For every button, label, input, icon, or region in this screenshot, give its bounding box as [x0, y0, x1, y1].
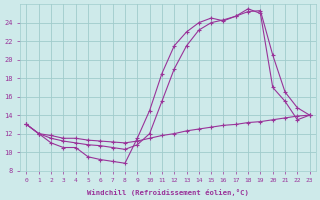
X-axis label: Windchill (Refroidissement éolien,°C): Windchill (Refroidissement éolien,°C) — [87, 189, 249, 196]
